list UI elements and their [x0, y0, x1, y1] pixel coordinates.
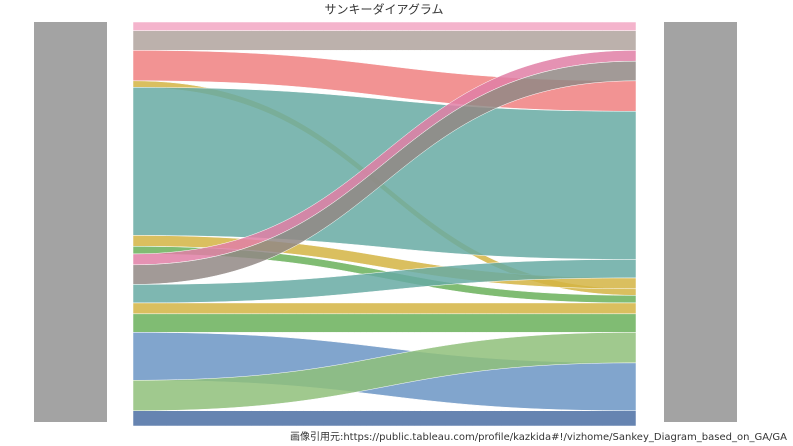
flow	[132, 259, 637, 304]
side-panel	[664, 22, 737, 422]
chart-title: サンキーダイアグラム	[324, 2, 443, 17]
side-panel	[34, 22, 107, 422]
flow	[132, 302, 637, 315]
flow	[132, 60, 637, 285]
flow	[132, 21, 637, 31]
flow	[132, 332, 637, 412]
source-note: 画像引用元:https://public.tableau.com/profile…	[290, 431, 787, 443]
flow	[132, 30, 637, 51]
flow	[132, 410, 637, 427]
flow	[132, 313, 637, 333]
